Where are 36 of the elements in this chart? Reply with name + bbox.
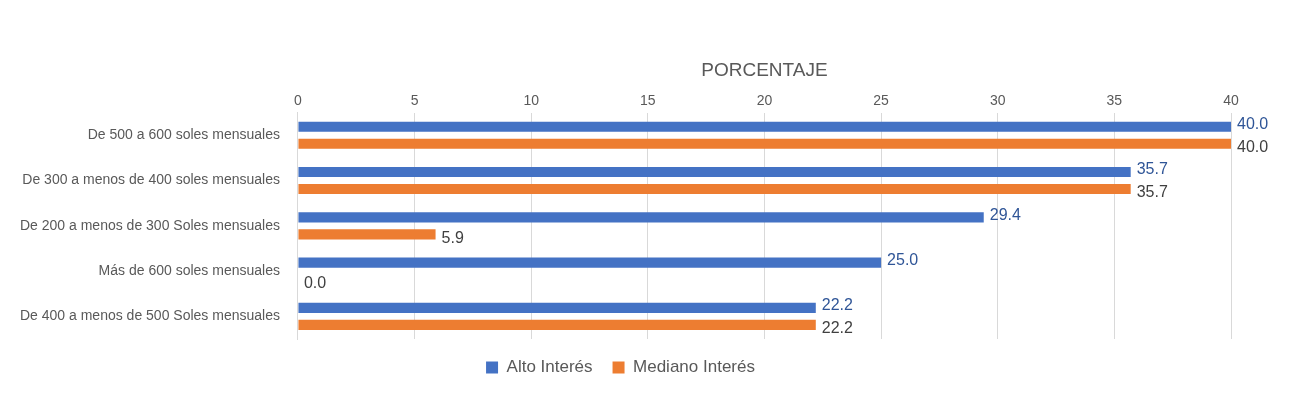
bar (298, 212, 984, 223)
x-axis-title: PORCENTAJE (701, 58, 828, 80)
data-label: 40.0 (1237, 115, 1269, 133)
data-label: 35.7 (1136, 183, 1168, 201)
data-label: 29.4 (989, 205, 1021, 223)
x-tick-label: 10 (523, 92, 540, 109)
bar (298, 121, 1231, 132)
y-tick-label: De 500 a 600 soles mensuales (87, 126, 280, 143)
x-tick-label: 35 (1106, 92, 1123, 109)
x-tick-label: 5 (410, 92, 419, 109)
legend-label: Alto Interés (506, 357, 593, 377)
x-tick-label: 30 (989, 92, 1006, 109)
bar (298, 166, 1131, 178)
y-tick-label: De 400 a menos de 500 Soles mensuales (19, 307, 280, 324)
bar (298, 319, 816, 330)
bar (298, 302, 816, 313)
bar (298, 229, 436, 240)
data-label: 35.7 (1136, 160, 1168, 178)
x-tick-label: 15 (640, 92, 656, 109)
x-tick-label: 25 (873, 92, 890, 109)
legend-label: Mediano Interés (633, 357, 755, 377)
x-tick-label: 40 (1223, 92, 1239, 109)
data-label: 5.9 (441, 228, 464, 246)
y-tick-label: Más de 600 soles mensuales (98, 261, 280, 278)
data-label: 40.0 (1237, 138, 1269, 156)
y-tick-label: De 300 a menos de 400 soles mensuales (22, 171, 280, 188)
data-label: 0.0 (303, 273, 327, 291)
y-tick-label: De 200 a menos de 300 Soles mensuales (19, 216, 280, 233)
x-tick-label: 20 (756, 92, 773, 109)
data-label: 22.2 (821, 319, 854, 337)
bar (298, 257, 882, 268)
data-label: 22.2 (821, 296, 854, 314)
bar (298, 138, 1231, 149)
bar (298, 183, 1131, 195)
x-tick-label: 0 (294, 92, 303, 109)
data-label: 25.0 (887, 251, 919, 268)
